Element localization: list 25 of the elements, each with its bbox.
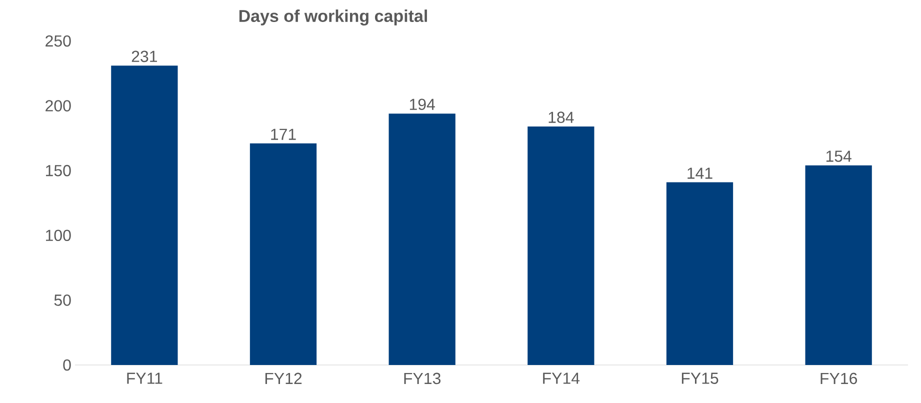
x-tick-label: FY16 [820, 372, 857, 384]
bar [528, 126, 594, 365]
y-tick-label: 100 [46, 230, 71, 242]
bar [805, 165, 872, 365]
x-tick-label: FY15 [682, 372, 718, 384]
y-tick-label: 250 [46, 35, 71, 47]
data-label: 141 [688, 168, 712, 179]
bar [666, 182, 734, 365]
x-tick-label: FY11 [127, 372, 162, 384]
y-tick-label: 0 [63, 359, 71, 371]
y-tick-label: 200 [46, 100, 71, 112]
x-tick-label: FY13 [404, 372, 440, 384]
chart-title: Days of working capital [239, 10, 427, 26]
x-tick-label: FY12 [265, 372, 302, 384]
bar [250, 143, 317, 365]
y-tick-label: 50 [54, 294, 71, 306]
bar [388, 114, 456, 365]
data-label: 194 [410, 98, 435, 110]
x-tick-label: FY14 [543, 372, 580, 384]
data-label: 231 [132, 50, 157, 62]
data-label: 184 [548, 112, 574, 123]
bar [111, 66, 178, 365]
data-label: 171 [271, 128, 296, 140]
data-label: 154 [826, 150, 852, 162]
y-tick-label: 150 [46, 164, 71, 176]
